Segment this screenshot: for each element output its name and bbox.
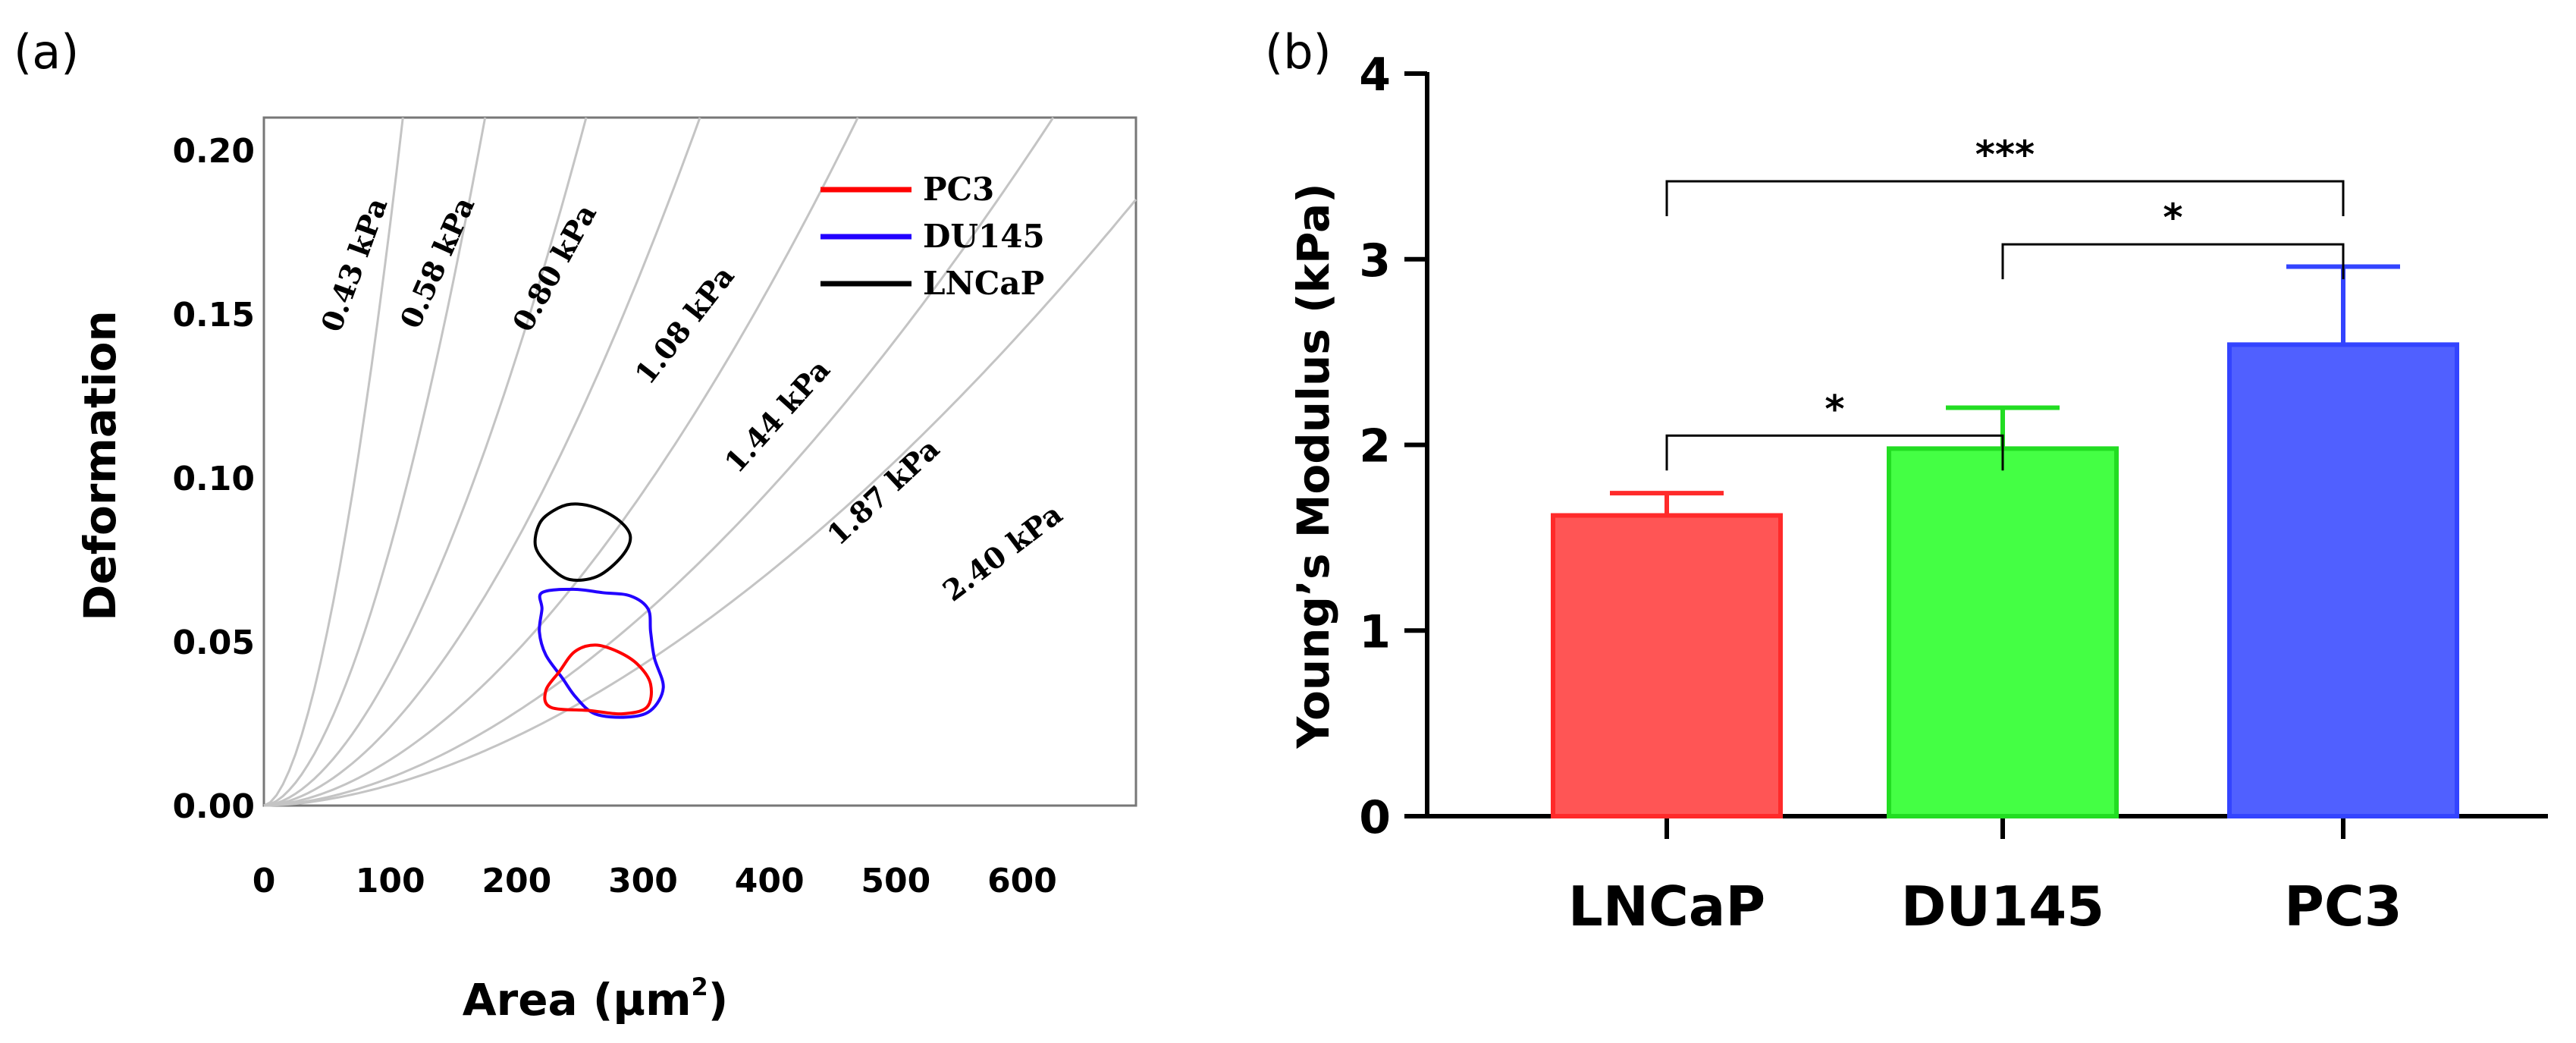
y-tick-labels-a: 0.00 0.05 0.10 0.15 0.20 <box>172 132 255 826</box>
panel-a-label: (a) <box>14 24 79 80</box>
x-axis-title-a-superscript: 2 <box>692 972 708 1001</box>
bar-pc3 <box>2227 342 2459 818</box>
cell-contours <box>533 502 665 719</box>
bar-lncap <box>1551 513 1783 818</box>
x-tick-label-a: 600 <box>987 862 1057 900</box>
isoelasticity-line-6 <box>263 199 1137 807</box>
significance-label-0: * <box>1825 387 1844 431</box>
panel-b-label: (b) <box>1265 24 1332 80</box>
category-label-lncap: LNCaP <box>1568 875 1765 938</box>
isoelasticity-line-0 <box>263 117 404 807</box>
legend-label-lncap: LNCaP <box>923 265 1044 302</box>
significance-bracket-2 <box>1665 180 2345 216</box>
isoelasticity-lines <box>263 117 1137 807</box>
legend-a: PC3 DU145 LNCaP <box>820 171 1045 302</box>
y-tick-labels-b: 0 1 2 3 4 <box>1359 49 1391 844</box>
x-tick-label-a: 200 <box>482 862 551 900</box>
y-tick-label-a: 0.20 <box>172 132 255 171</box>
y-tick-label-b: 4 <box>1359 49 1391 102</box>
x-tick-label-a: 400 <box>735 862 805 900</box>
y-tick-label-b: 3 <box>1359 234 1391 287</box>
significance-label-2: *** <box>1975 133 2035 177</box>
bars <box>1551 342 2459 819</box>
x-tick-label-a: 500 <box>861 862 930 900</box>
y-tick-label-a: 0.05 <box>172 624 255 662</box>
x-tick-label-a: 300 <box>608 862 678 900</box>
y-axis-title-a: Deformation <box>74 310 126 620</box>
x-axis-title-a-close: ) <box>708 974 729 1026</box>
x-tick-label-a: 100 <box>356 862 425 900</box>
category-label-pc3: PC3 <box>2284 875 2402 938</box>
isoelasticity-line-4 <box>263 117 859 807</box>
category-label-du145: DU145 <box>1901 875 2105 938</box>
x-axis-title-a: Area (µm2) <box>463 972 729 1026</box>
isoelasticity-line-1 <box>263 117 487 807</box>
x-axis-title-a-text: Area (µm <box>463 974 692 1026</box>
x-tick-label-a: 0 <box>253 862 276 900</box>
isoelasticity-label-1: 0.58 kPa <box>393 192 481 334</box>
isoelasticity-label-2: 0.80 kPa <box>506 198 604 337</box>
y-tick-label-b: 2 <box>1359 420 1391 473</box>
legend-label-du145: DU145 <box>923 218 1045 255</box>
isoelasticity-label-6: 2.40 kPa <box>937 497 1068 608</box>
y-tick-label-a: 0.10 <box>172 460 255 498</box>
y-tick-label-a: 0.15 <box>172 296 255 335</box>
significance-bracket-1 <box>2001 243 2345 280</box>
y-tick-label-a: 0.00 <box>172 787 255 826</box>
x-tick-labels-a: 0 100 200 300 400 500 600 <box>253 862 1057 900</box>
isoelasticity-line-3 <box>263 117 701 807</box>
y-tick-label-b: 0 <box>1359 791 1391 844</box>
bar-du145 <box>1887 446 2119 819</box>
significance-label-1: * <box>2163 196 2182 240</box>
isoelasticity-label-0: 0.43 kPa <box>314 193 394 337</box>
significance-bracket-0 <box>1665 434 2004 471</box>
y-axis-title-b: Young’s Modulus (kPa) <box>1288 183 1339 749</box>
significance-brackets: ***** <box>1665 133 2345 471</box>
category-labels: LNCaP DU145 PC3 <box>1568 875 2402 938</box>
contour-pc3 <box>543 643 653 716</box>
isoelasticity-line-5 <box>263 117 1055 807</box>
contour-du145 <box>538 587 665 719</box>
y-tick-label-b: 1 <box>1359 605 1391 658</box>
isoelasticity-line-2 <box>263 117 588 807</box>
contour-lncap <box>533 502 632 582</box>
isoelasticity-label-3: 1.08 kPa <box>628 259 741 391</box>
isoelasticity-label-5: 1.87 kPa <box>820 432 946 552</box>
legend-label-pc3: PC3 <box>923 171 994 208</box>
isoelasticity-label-4: 1.44 kPa <box>717 353 836 479</box>
